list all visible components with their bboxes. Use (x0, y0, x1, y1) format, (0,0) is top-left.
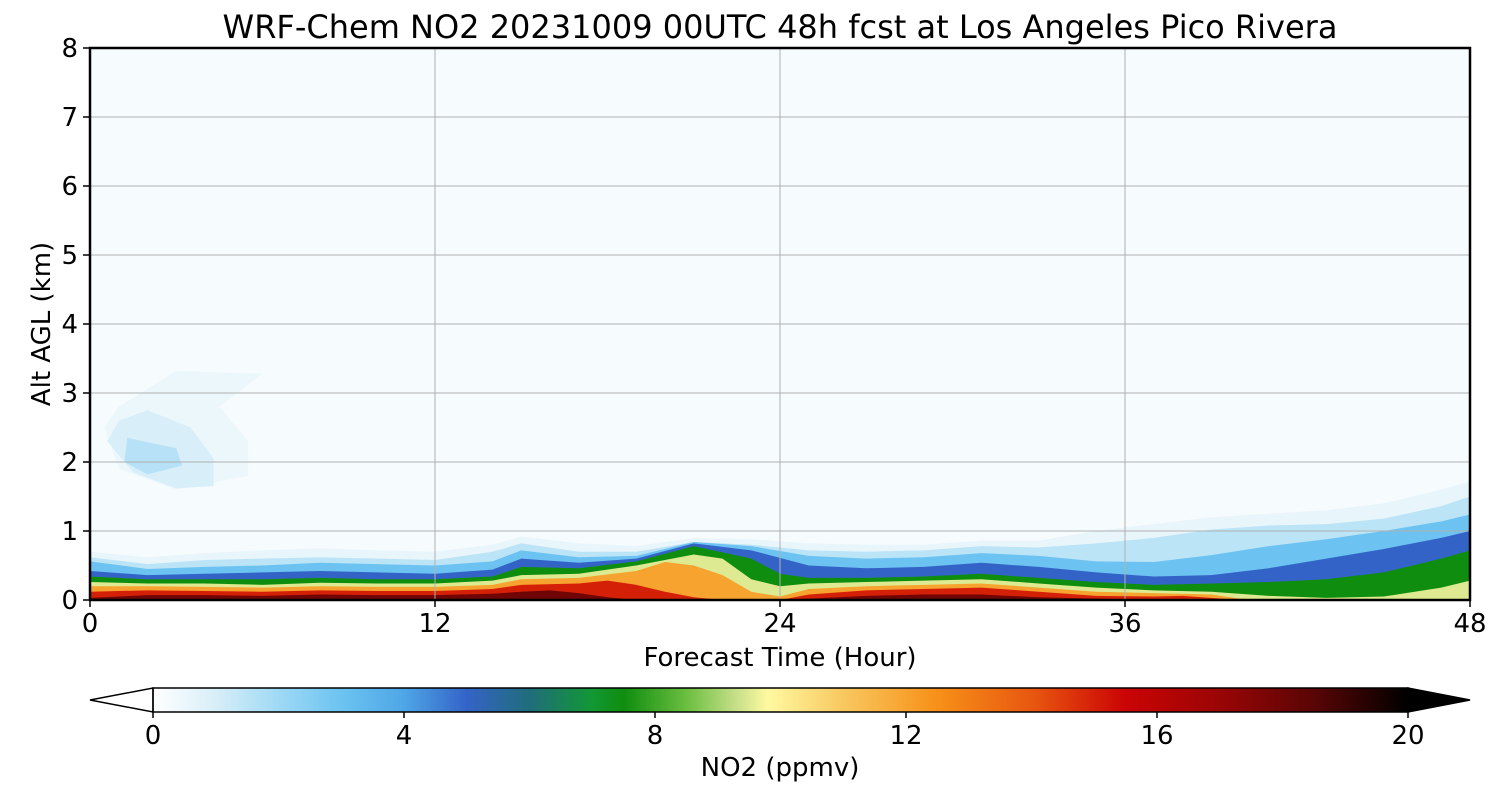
colorbar-tick-label: 4 (396, 721, 413, 751)
y-axis-label: Alt AGL (km) (27, 242, 57, 406)
colorbar-ticks: 0 4 8 12 16 20 (145, 712, 1425, 751)
y-tick-label: 4 (61, 310, 78, 340)
colorbar-gradient (153, 688, 1408, 712)
y-tick-label: 1 (61, 517, 78, 547)
y-tick-label: 6 (61, 172, 78, 202)
y-axis: 0 1 2 3 4 5 6 7 8 (61, 34, 90, 616)
colorbar-label: NO2 (ppmv) (701, 753, 860, 783)
colorbar-extend-high (1407, 687, 1471, 713)
x-tick-label: 24 (763, 609, 796, 639)
no2-aloft-patch-3 (124, 437, 182, 475)
colorbar-tick-label: 20 (1391, 721, 1424, 751)
colorbar: 0 4 8 12 16 20 NO2 (ppmv) (89, 687, 1471, 783)
chart-title: WRF-Chem NO2 20231009 00UTC 48h fcst at … (223, 8, 1338, 46)
colorbar-tick-label: 16 (1140, 721, 1173, 751)
y-tick-label: 3 (61, 379, 78, 409)
colorbar-tick-label: 12 (889, 721, 922, 751)
colorbar-tick-label: 8 (647, 721, 664, 751)
x-axis-label: Forecast Time (Hour) (643, 643, 916, 673)
y-tick-label: 8 (61, 34, 78, 64)
y-tick-label: 7 (61, 103, 78, 133)
y-tick-label: 0 (61, 586, 78, 616)
colorbar-tick-label: 0 (145, 721, 162, 751)
colorbar-frame (152, 687, 1409, 713)
y-tick-label: 5 (61, 241, 78, 271)
x-axis: 0 12 24 36 48 (82, 600, 1487, 639)
colorbar-extend-low (89, 687, 154, 713)
y-tick-label: 2 (61, 448, 78, 478)
x-tick-label: 12 (418, 609, 451, 639)
x-tick-label: 36 (1108, 609, 1141, 639)
x-tick-label: 0 (82, 609, 99, 639)
x-tick-label: 48 (1453, 609, 1486, 639)
